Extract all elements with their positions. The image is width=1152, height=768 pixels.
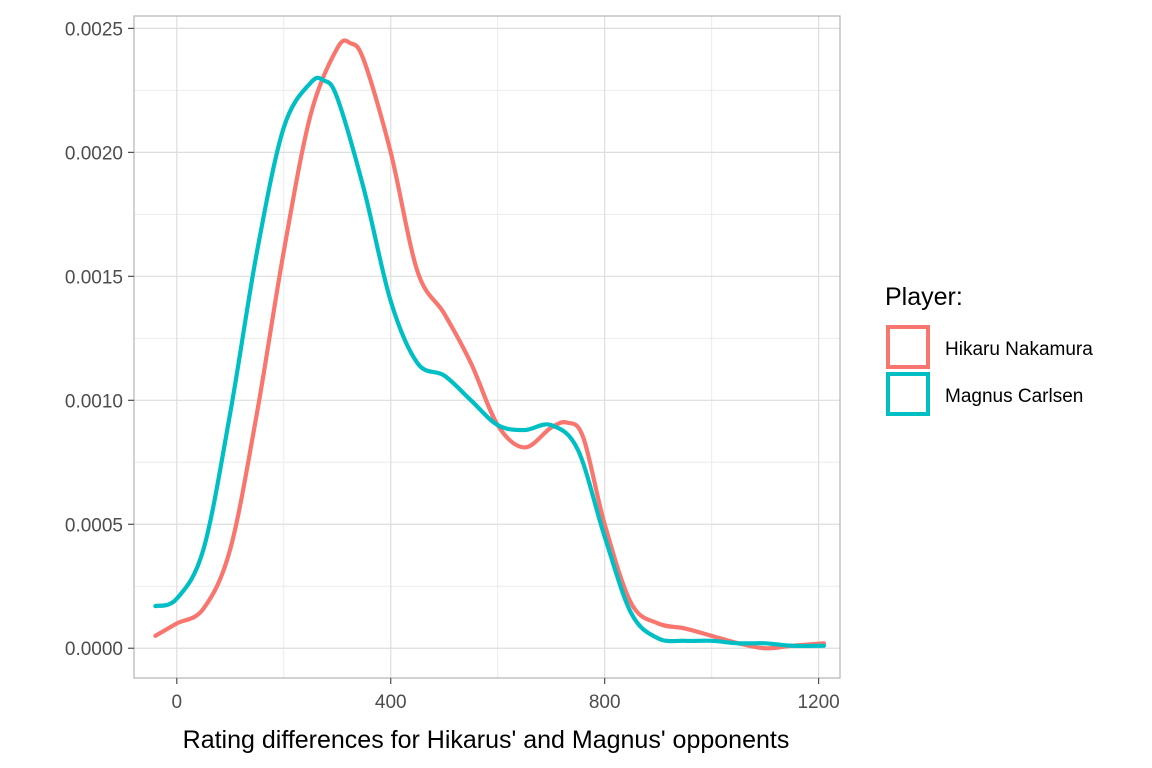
plot-panel xyxy=(134,16,840,678)
y-tick-label: 0.0000 xyxy=(65,639,123,660)
x-tick-label: 400 xyxy=(375,692,407,713)
legend-title: Player: xyxy=(885,283,963,311)
y-tick-label: 0.0005 xyxy=(65,515,123,536)
legend-key xyxy=(886,372,930,416)
panel-border xyxy=(133,15,841,679)
series-lines xyxy=(153,38,827,651)
x-axis-title: Rating differences for Hikarus' and Magn… xyxy=(183,726,790,754)
legend-label: Hikaru Nakamura xyxy=(945,339,1093,360)
y-tick-label: 0.0010 xyxy=(65,391,123,412)
y-tick-label: 0.0020 xyxy=(65,143,123,164)
x-tick-label: 800 xyxy=(589,692,621,713)
plot-background xyxy=(134,16,840,678)
x-tick-label: 0 xyxy=(171,692,182,713)
series-line-magnus-carlsen xyxy=(153,75,827,649)
y-tick-label: 0.0015 xyxy=(65,267,123,288)
series-line-hikaru-nakamura xyxy=(153,38,827,651)
x-tick-label: 1200 xyxy=(797,692,839,713)
axes: 0 400 800 1200 0.0000 0.0005 0.0010 0.0015 0.002… xyxy=(65,15,841,713)
legend: Player: Hikaru Nakamura Magnus Carlsen xyxy=(885,283,1093,416)
legend-label: Magnus Carlsen xyxy=(945,386,1083,407)
legend-key xyxy=(886,325,930,369)
y-tick-label: 0.0025 xyxy=(65,19,123,40)
